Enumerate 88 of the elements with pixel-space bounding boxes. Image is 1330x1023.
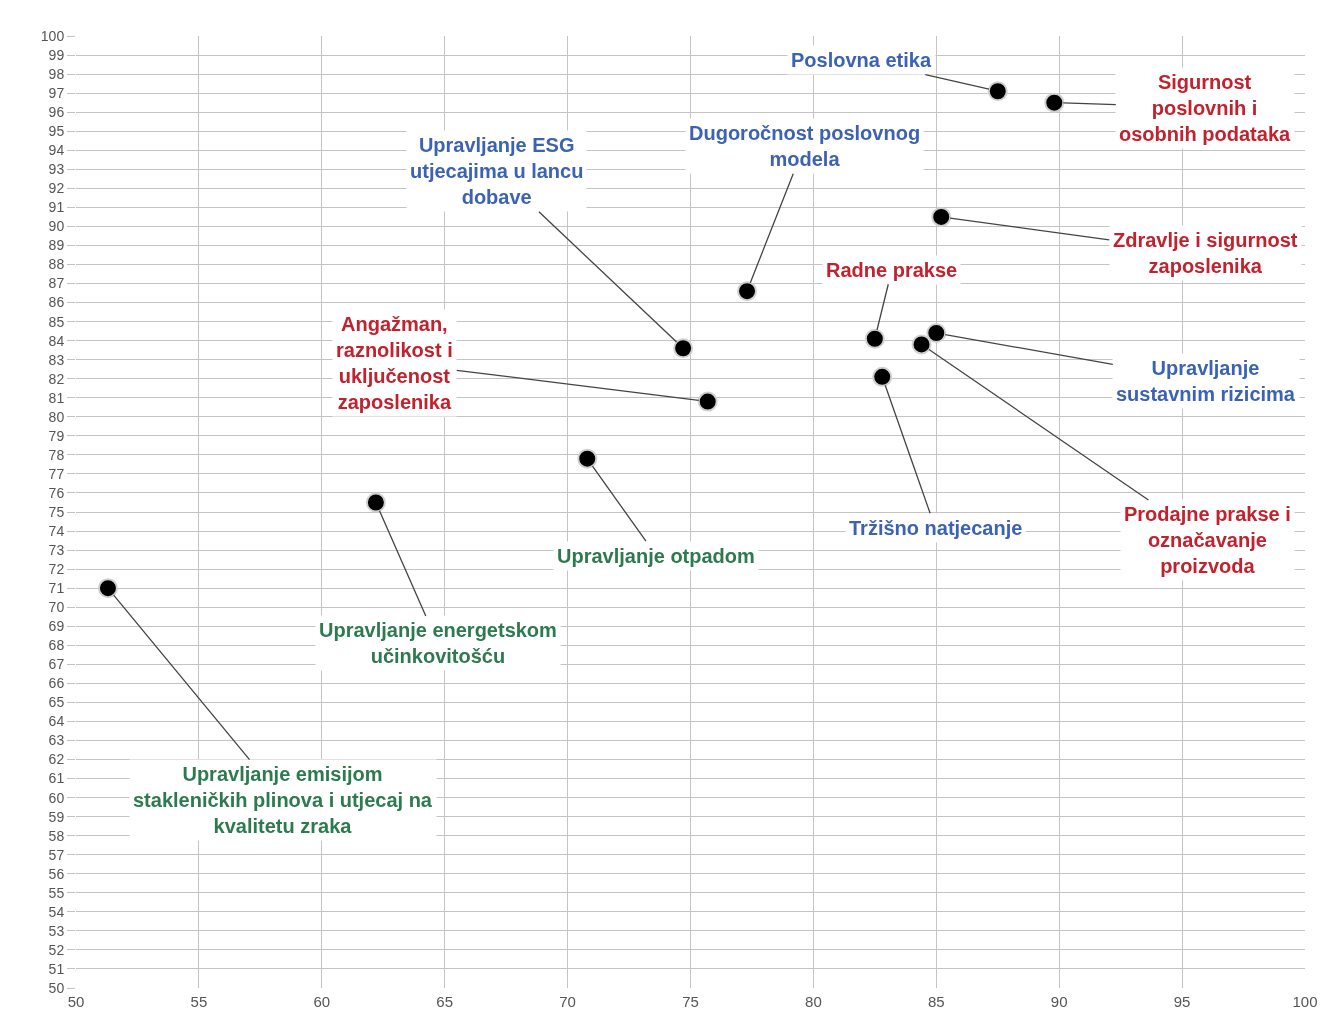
y-tick-label: 84 <box>48 332 65 349</box>
annotation: Prodajne prakse i označavanje proizvoda <box>1124 503 1291 577</box>
y-tick-label: 79 <box>48 427 65 444</box>
y-tick-label: 67 <box>48 656 65 673</box>
y-tick-label: 60 <box>48 789 65 806</box>
y-tick-label: 74 <box>48 522 65 539</box>
y-tick-label: 66 <box>48 675 65 692</box>
point <box>577 448 598 469</box>
y-tick-label: 93 <box>48 161 65 178</box>
point <box>737 281 758 302</box>
y-tick-label: 82 <box>48 370 65 387</box>
annotation: Dugoročnost poslovnog modela <box>689 122 921 170</box>
y-tick-label: 68 <box>48 637 65 654</box>
y-tick-label: 89 <box>48 237 65 254</box>
y-tick-label: 87 <box>48 275 65 292</box>
annotation: Radne prakse <box>826 259 958 281</box>
y-tick-label: 96 <box>48 104 65 121</box>
y-tick-label: 63 <box>48 732 65 749</box>
point <box>911 334 932 355</box>
x-tick-label: 85 <box>927 993 945 1010</box>
point <box>365 492 386 513</box>
point <box>697 391 718 412</box>
y-tick-label: 64 <box>48 713 65 730</box>
y-tick-label: 100 <box>40 27 65 44</box>
annotation: Upravljanje emisijom stakleničkih plinova i utjecaj na kvalitetu zraka <box>133 763 433 837</box>
y-tick-label: 94 <box>48 142 65 159</box>
y-tick-label: 51 <box>48 960 65 977</box>
y-tick-label: 99 <box>48 46 65 63</box>
y-tick-label: 54 <box>48 903 65 920</box>
y-tick-label: 76 <box>48 484 65 501</box>
y-tick-label: 83 <box>48 351 65 368</box>
y-tick-label: 62 <box>48 751 65 768</box>
annotation: Poslovna etika <box>791 49 932 71</box>
annotation: Upravljanje otpadom <box>557 545 755 567</box>
x-tick-label: 60 <box>313 993 331 1010</box>
x-tick-label: 55 <box>190 993 208 1010</box>
y-tick-label: 73 <box>48 541 65 558</box>
y-tick-label: 56 <box>48 865 65 882</box>
y-tick-label: 61 <box>48 770 65 787</box>
x-tick-label: 70 <box>559 993 576 1010</box>
x-tick-label: 80 <box>805 993 822 1010</box>
y-tick-label: 57 <box>48 846 65 863</box>
point <box>872 366 893 387</box>
y-tick-label: 97 <box>48 85 65 102</box>
annotation: Zdravlje i sigurnost zaposlenika <box>1113 229 1298 277</box>
annotation: Upravljanje sustavnim rizicima <box>1116 357 1296 405</box>
point <box>97 578 118 599</box>
annotation: Upravljanje ESG utjecajima u lancu dobave <box>410 134 584 208</box>
point <box>987 81 1008 102</box>
y-tick-label: 59 <box>48 808 65 825</box>
y-tick-label: 88 <box>48 256 65 273</box>
annotation: Tržišno natjecanje <box>849 517 1023 539</box>
y-tick-label: 71 <box>48 580 65 597</box>
annotation: Upravljanje energetskom učinkovitošću <box>319 619 557 667</box>
annotation: Sigurnost poslovnih i osobnih podataka <box>1119 71 1291 145</box>
x-tick-label: 90 <box>1050 993 1068 1010</box>
y-tick-label: 85 <box>48 313 65 330</box>
annotation: Angažman, raznolikost i uključenost zaposlenika <box>336 313 453 413</box>
y-tick-label: 78 <box>48 446 65 463</box>
x-tick-label: 95 <box>1173 993 1191 1010</box>
y-tick-label: 86 <box>48 294 65 311</box>
x-tick-label: 65 <box>436 993 454 1010</box>
y-tick-label: 81 <box>48 389 65 406</box>
y-tick-label: 77 <box>48 465 65 482</box>
x-tick-label: 75 <box>682 993 699 1010</box>
y-tick-label: 92 <box>48 180 65 197</box>
point <box>864 328 885 349</box>
point <box>673 338 694 359</box>
y-tick-label: 90 <box>48 218 65 235</box>
y-tick-label: 53 <box>48 922 65 939</box>
y-tick-label: 52 <box>48 941 65 958</box>
y-tick-label: 80 <box>48 408 65 425</box>
y-tick-label: 69 <box>48 618 65 635</box>
y-tick-label: 98 <box>48 65 65 82</box>
y-tick-label: 55 <box>48 884 65 901</box>
x-tick-label: 50 <box>67 993 85 1010</box>
y-tick-label: 91 <box>48 199 65 216</box>
y-tick-label: 95 <box>48 123 65 140</box>
point <box>1044 92 1065 113</box>
y-tick-label: 50 <box>48 979 65 996</box>
y-tick-label: 72 <box>48 561 65 578</box>
point <box>931 206 952 227</box>
y-tick-label: 58 <box>48 827 65 844</box>
y-tick-label: 75 <box>48 503 65 520</box>
x-tick-label: 100 <box>1292 993 1318 1010</box>
y-tick-label: 65 <box>48 694 65 711</box>
y-tick-label: 70 <box>48 599 65 616</box>
point <box>926 323 947 344</box>
